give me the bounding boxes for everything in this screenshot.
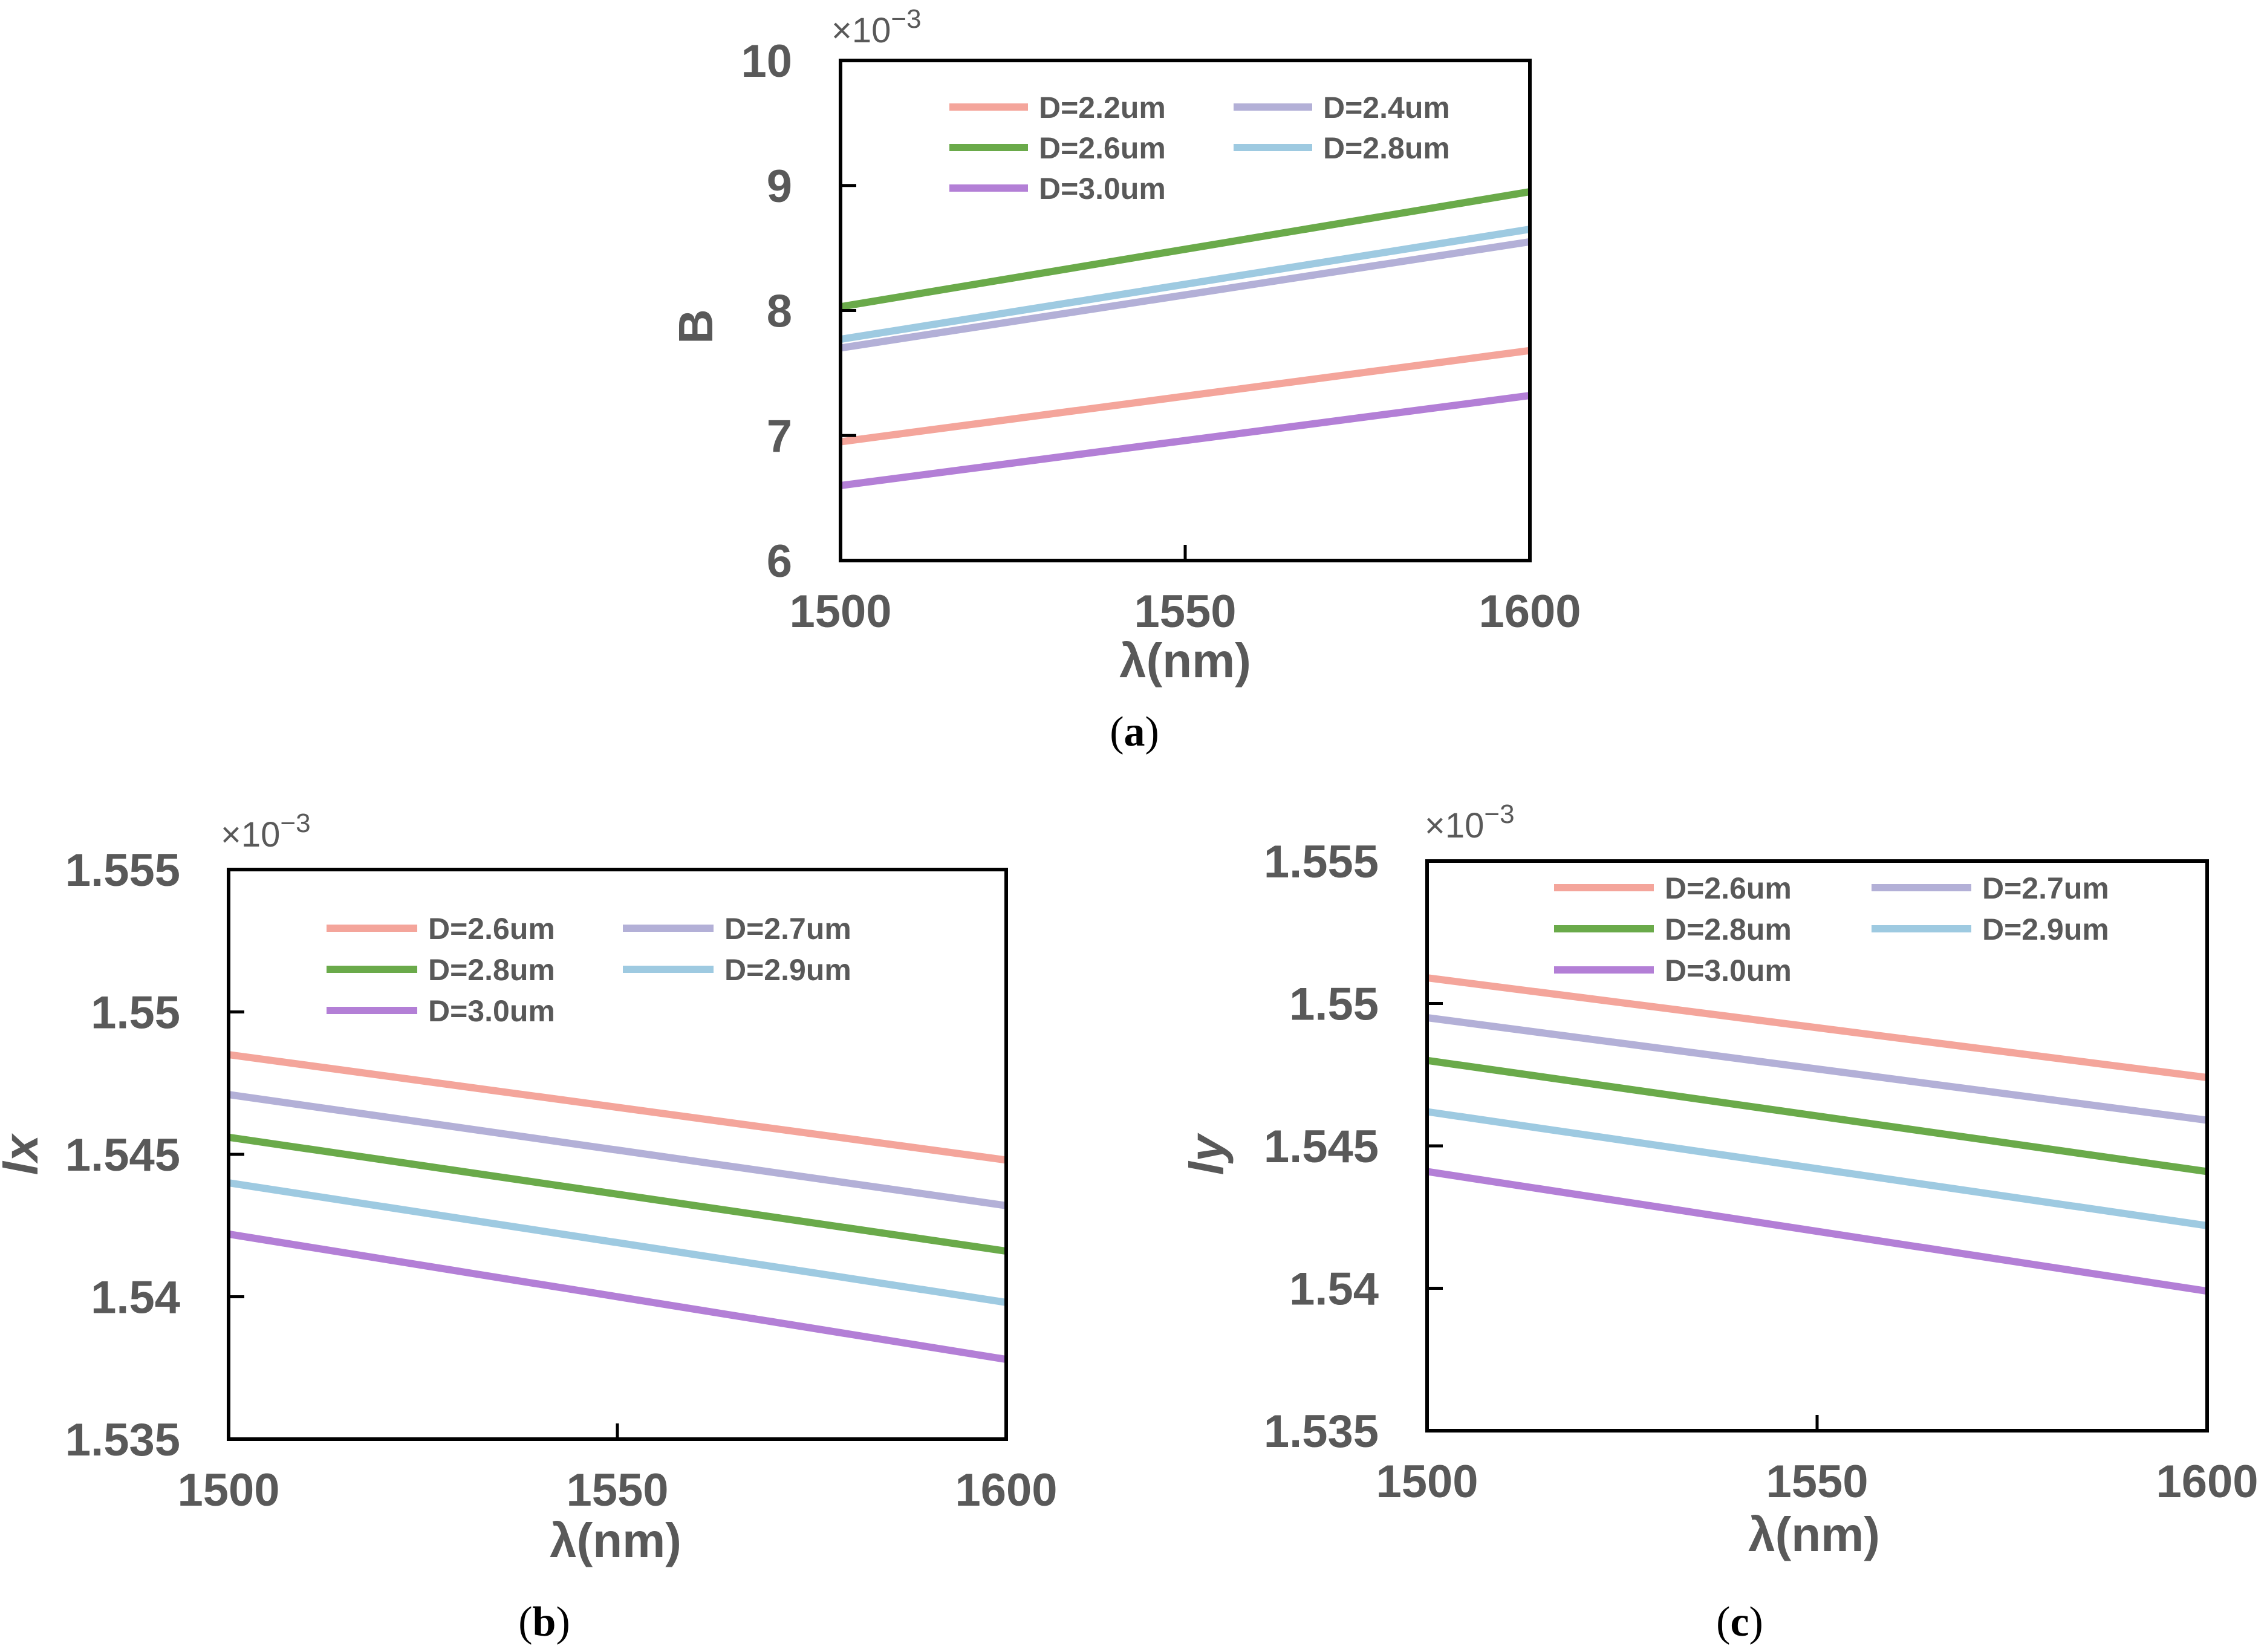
x-tick-label: 1550 bbox=[566, 1465, 668, 1516]
series-line-d-2-2um bbox=[840, 346, 1530, 446]
chart-panel-c: 1500 1550 1600 1.535 1.54 1.545 1.55 1.555 ×10−3… bbox=[1180, 799, 2259, 1645]
legend-entry-label: D=2.6um bbox=[428, 912, 555, 946]
caption-open: ( bbox=[1716, 1599, 1730, 1645]
exponent-power: −3 bbox=[1484, 799, 1514, 829]
panel-caption: (b) bbox=[518, 1599, 570, 1645]
y-tick-label: 8 bbox=[767, 286, 792, 337]
y-axis-label: B bbox=[669, 309, 723, 344]
legend-entry-label: D=2.9um bbox=[1982, 912, 2109, 946]
x-axis-label: λ(nm) bbox=[1748, 1507, 1880, 1561]
series-line-d-2-7um bbox=[228, 1091, 1007, 1209]
y-tick-label: 6 bbox=[767, 536, 792, 587]
y-tick-label: 1.54 bbox=[1289, 1264, 1379, 1315]
y-tick-label: 1.535 bbox=[65, 1414, 180, 1466]
y-tick-label: 1.535 bbox=[1264, 1406, 1379, 1457]
legend-entry-label: D=2.7um bbox=[724, 912, 851, 946]
axis-exponent-label: ×10−3 bbox=[1425, 799, 1515, 845]
y-tick-label: 9 bbox=[767, 161, 792, 212]
caption-close: ) bbox=[1145, 709, 1159, 755]
exponent-base: ×10 bbox=[1425, 806, 1484, 845]
legend-entry-label: D=3.0um bbox=[1039, 172, 1166, 206]
series-line-d-3-0um bbox=[228, 1230, 1007, 1364]
y-tick-label: 10 bbox=[741, 36, 792, 87]
y-tick-label: 1.555 bbox=[65, 845, 180, 896]
series-line-d-3-0um bbox=[840, 392, 1530, 489]
legend-entry-label: D=2.7um bbox=[1982, 871, 2109, 905]
series-line-d-2-8um bbox=[840, 226, 1530, 343]
caption-open: ( bbox=[518, 1599, 532, 1645]
exponent-power: −3 bbox=[891, 4, 921, 34]
series-line-d-2-6um bbox=[1426, 974, 2208, 1081]
x-axis-label: λ(nm) bbox=[550, 1514, 681, 1567]
series-line-d-2-4um bbox=[840, 238, 1530, 352]
legend-entry-label: D=2.9um bbox=[724, 953, 851, 987]
legend: D=2.6um D=2.7um D=2.8um D=2.9um D=3.0um bbox=[327, 912, 851, 1028]
x-tick-label: 1600 bbox=[955, 1465, 1057, 1516]
panel-caption: (c) bbox=[1716, 1599, 1763, 1645]
x-tick-label: 1500 bbox=[177, 1465, 279, 1516]
legend-entry-label: D=2.4um bbox=[1323, 91, 1450, 125]
exponent-base: ×10 bbox=[221, 815, 280, 854]
panel-caption: (a) bbox=[1110, 709, 1159, 755]
legend-entry-label: D=2.8um bbox=[428, 953, 555, 987]
series-line-d-2-7um bbox=[1426, 1014, 2208, 1124]
legend-entry-label: D=2.6um bbox=[1665, 871, 1792, 905]
x-axis-label: λ(nm) bbox=[1119, 634, 1251, 688]
caption-open: ( bbox=[1110, 709, 1124, 755]
y-tick-label: 1.555 bbox=[1264, 836, 1379, 888]
legend: D=2.6um D=2.7um D=2.8um D=2.9um D=3.0um bbox=[1554, 871, 2109, 987]
plot-area-frame bbox=[1425, 859, 2209, 1432]
y-axis-label: ly bbox=[1180, 1133, 1234, 1175]
y-tick-label: 7 bbox=[767, 411, 792, 462]
caption-close: ) bbox=[1749, 1599, 1763, 1645]
y-axis-label: lx bbox=[0, 1133, 48, 1175]
x-tick-label: 1550 bbox=[1134, 586, 1236, 637]
y-tick-label: 1.55 bbox=[91, 987, 180, 1039]
axis-exponent-label: ×10−3 bbox=[221, 808, 311, 854]
caption-close: ) bbox=[556, 1599, 570, 1645]
legend-entry-label: D=3.0um bbox=[1665, 954, 1792, 987]
x-tick-label: 1550 bbox=[1766, 1456, 1868, 1507]
legend-entry-label: D=2.8um bbox=[1323, 131, 1450, 165]
x-tick-label: 1500 bbox=[1376, 1456, 1478, 1507]
y-tick-label: 1.545 bbox=[65, 1130, 180, 1181]
legend-entry-label: D=2.6um bbox=[1039, 131, 1166, 165]
exponent-base: ×10 bbox=[831, 11, 891, 50]
series-line-d-2-8um bbox=[228, 1133, 1007, 1255]
series-line-d-2-6um bbox=[228, 1051, 1007, 1164]
legend: D=2.2um D=2.4um D=2.6um D=2.8um D=3.0um bbox=[949, 91, 1450, 206]
caption-letter: c bbox=[1730, 1599, 1749, 1645]
series-line-d-2-9um bbox=[228, 1179, 1007, 1306]
axis-exponent-label: ×10−3 bbox=[831, 4, 922, 50]
chart-panel-b: 1500 1550 1600 1.535 1.54 1.545 1.55 1.555 ×10−3… bbox=[0, 808, 1058, 1645]
y-tick-label: 1.54 bbox=[91, 1272, 180, 1324]
exponent-power: −3 bbox=[280, 808, 310, 838]
series-line-d-3-0um bbox=[1426, 1168, 2208, 1295]
y-tick-label: 1.55 bbox=[1289, 979, 1379, 1030]
series-line-d-2-9um bbox=[1426, 1108, 2208, 1229]
caption-letter: a bbox=[1124, 709, 1145, 755]
y-tick-label: 1.545 bbox=[1264, 1121, 1379, 1172]
legend-entry-label: D=3.0um bbox=[428, 994, 555, 1028]
x-tick-label: 1500 bbox=[789, 586, 891, 637]
caption-letter: b bbox=[533, 1599, 556, 1645]
legend-entry-label: D=2.8um bbox=[1665, 912, 1792, 946]
x-tick-label: 1600 bbox=[2156, 1456, 2258, 1507]
series-line-d-2-6um bbox=[840, 188, 1530, 311]
x-tick-label: 1600 bbox=[1478, 586, 1581, 637]
legend-entry-label: D=2.2um bbox=[1039, 91, 1166, 125]
series-line-d-2-8um bbox=[1426, 1056, 2208, 1176]
